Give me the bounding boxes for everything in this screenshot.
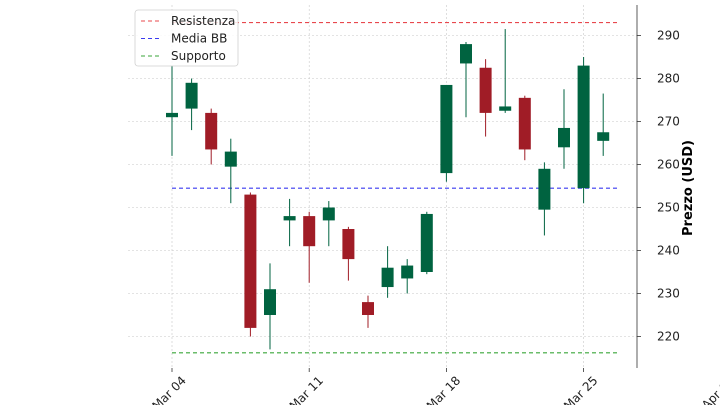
candle bbox=[460, 41, 472, 118]
candle bbox=[166, 65, 178, 156]
legend: Resistenza Media BB Supporto bbox=[134, 9, 239, 67]
y-tick-label: 250 bbox=[657, 201, 680, 215]
legend-label: Media BB bbox=[171, 32, 227, 46]
candle-body bbox=[303, 216, 316, 247]
candle bbox=[597, 93, 610, 156]
x-tick-label: Mar 04 bbox=[149, 373, 188, 405]
candle-body bbox=[381, 267, 394, 288]
candle-body bbox=[166, 112, 178, 118]
candle bbox=[558, 89, 570, 169]
candle-body bbox=[322, 207, 335, 221]
candle bbox=[322, 201, 335, 247]
candle bbox=[381, 246, 394, 298]
candle bbox=[264, 263, 276, 350]
candle bbox=[420, 211, 433, 275]
candle-body bbox=[479, 67, 492, 113]
candle bbox=[205, 108, 218, 165]
candle bbox=[244, 192, 257, 337]
x-tick-label: Mar 11 bbox=[287, 373, 326, 405]
y-tick-label: 270 bbox=[657, 115, 680, 129]
candle-body bbox=[342, 229, 355, 260]
candle bbox=[362, 295, 374, 328]
candle-body bbox=[224, 151, 237, 167]
y-tick-label: 290 bbox=[657, 29, 680, 43]
candle-body bbox=[283, 216, 296, 221]
candle bbox=[303, 211, 316, 283]
candles bbox=[166, 29, 610, 350]
candle-body bbox=[499, 106, 512, 111]
x-tick-label: Apr 01 bbox=[699, 374, 720, 405]
x-tick-label: Mar 25 bbox=[561, 373, 600, 405]
candle-body bbox=[420, 213, 433, 272]
candle bbox=[283, 198, 296, 247]
legend-label: Resistenza bbox=[171, 14, 235, 28]
candle-body bbox=[264, 289, 276, 315]
legend-box bbox=[134, 9, 239, 67]
candle-body bbox=[362, 302, 374, 315]
candle bbox=[499, 29, 512, 113]
y-tick-label: 240 bbox=[657, 244, 680, 258]
x-tick-label: Mar 18 bbox=[424, 373, 463, 405]
candle bbox=[518, 95, 531, 161]
candle-body bbox=[185, 82, 198, 109]
y-tick-label: 280 bbox=[657, 72, 680, 86]
candle-body bbox=[577, 65, 590, 189]
candle bbox=[401, 259, 414, 294]
candle-body bbox=[460, 44, 472, 64]
candle-body bbox=[558, 127, 570, 148]
y-tick-label: 230 bbox=[657, 287, 680, 301]
candle-body bbox=[538, 168, 551, 210]
candle-body bbox=[205, 112, 218, 150]
y-tick-label: 220 bbox=[657, 330, 680, 344]
candle bbox=[342, 226, 355, 281]
candle-body bbox=[244, 194, 257, 328]
y-tick-label: 260 bbox=[657, 158, 680, 172]
candle-body bbox=[440, 84, 453, 174]
candle bbox=[538, 162, 551, 236]
candle-body bbox=[518, 97, 531, 150]
legend-label: Supporto bbox=[171, 49, 226, 63]
candle bbox=[440, 84, 453, 182]
candle-body bbox=[597, 132, 610, 141]
candle bbox=[577, 57, 590, 204]
candle bbox=[224, 138, 237, 204]
reference-lines bbox=[172, 22, 620, 354]
candle bbox=[185, 78, 198, 131]
y-axis-title: Prezzo (USD) bbox=[681, 140, 696, 236]
candle-body bbox=[401, 265, 414, 279]
candle bbox=[479, 59, 492, 137]
